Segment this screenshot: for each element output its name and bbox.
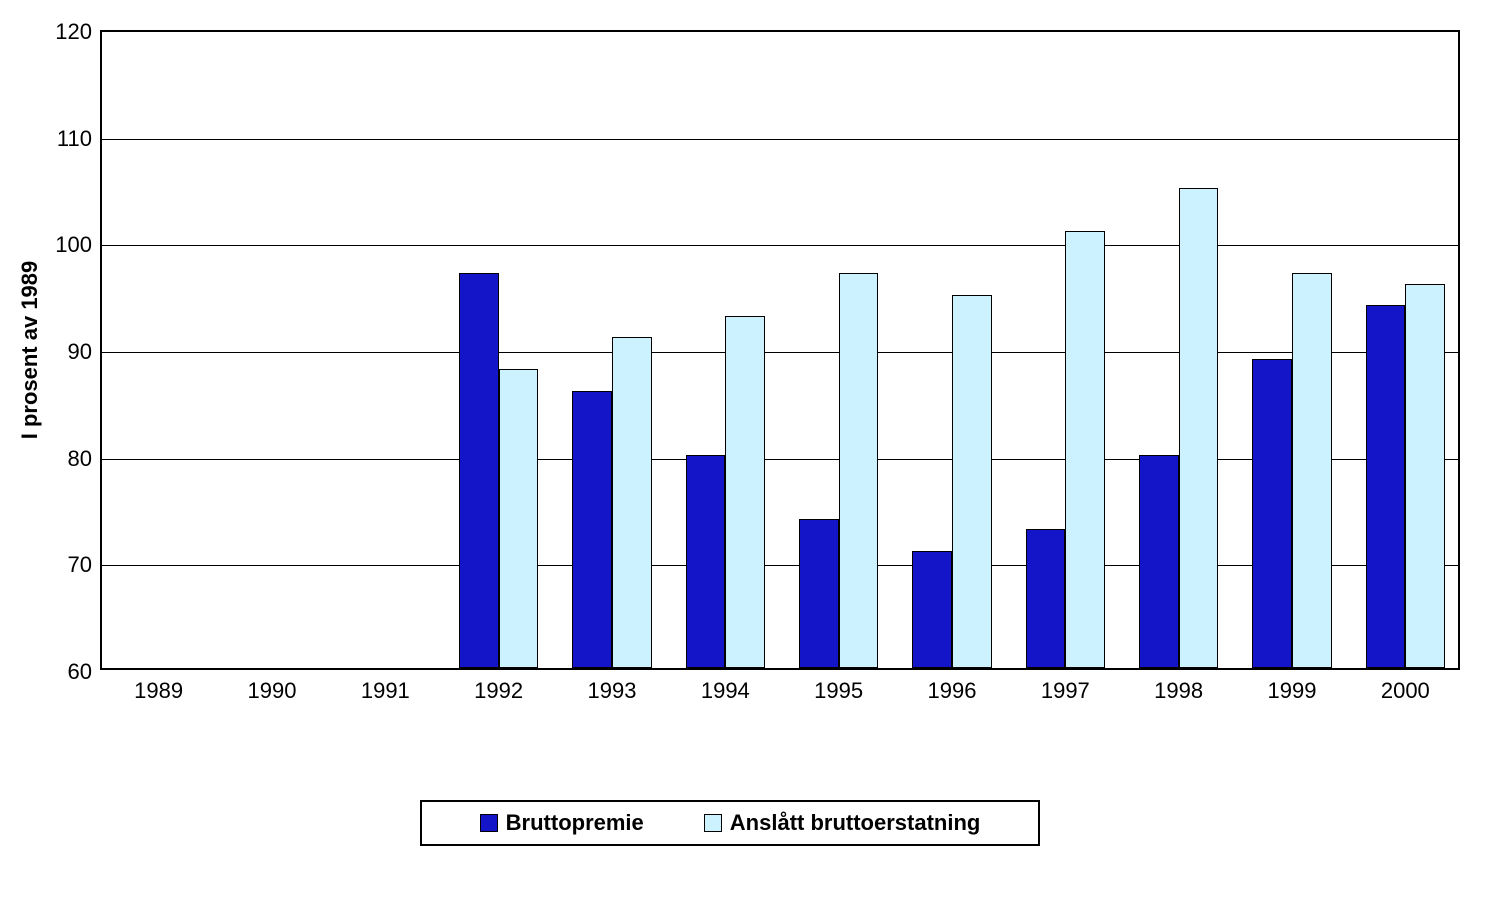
legend-item: Bruttopremie (480, 810, 644, 836)
y-tick-label: 90 (68, 339, 92, 365)
y-tick-label: 110 (57, 126, 92, 152)
y-tick-label: 70 (68, 552, 92, 578)
chart-container: 60 70 80 90 100 110 120 1989 1990 1991 1992 1993 199… (0, 0, 1508, 917)
x-tick-label: 2000 (1381, 678, 1430, 704)
bar (1292, 273, 1332, 668)
x-tick-label: 1989 (134, 678, 183, 704)
y-tick-label: 80 (68, 446, 92, 472)
x-tick-label: 1996 (928, 678, 977, 704)
bar (1065, 231, 1105, 668)
legend-label: Bruttopremie (506, 810, 644, 836)
x-tick-label: 1991 (361, 678, 410, 704)
gridline (102, 245, 1458, 246)
bar (912, 551, 952, 668)
bar (686, 455, 726, 668)
y-tick-label: 60 (68, 659, 92, 685)
bar (799, 519, 839, 668)
bar (1179, 188, 1219, 668)
bar (839, 273, 879, 668)
bar (725, 316, 765, 668)
bar (1139, 455, 1179, 668)
x-tick-label: 1999 (1268, 678, 1317, 704)
bar (459, 273, 499, 668)
legend-label: Anslått bruttoerstatning (730, 810, 981, 836)
legend: Bruttopremie Anslått bruttoerstatning (420, 800, 1040, 846)
bar (952, 295, 992, 668)
x-tick-label: 1994 (701, 678, 750, 704)
bar (612, 337, 652, 668)
y-axis-label: I prosent av 1989 (17, 261, 43, 440)
x-tick-label: 1995 (814, 678, 863, 704)
x-tick-label: 1998 (1154, 678, 1203, 704)
bar (1252, 359, 1292, 668)
x-tick-label: 1993 (588, 678, 637, 704)
legend-swatch (480, 814, 498, 832)
bar (499, 369, 539, 668)
gridline (102, 139, 1458, 140)
x-tick-label: 1990 (248, 678, 297, 704)
legend-swatch (704, 814, 722, 832)
y-tick-label: 100 (55, 232, 92, 258)
bar (572, 391, 612, 668)
x-tick-label: 1997 (1041, 678, 1090, 704)
bar (1026, 529, 1066, 668)
legend-item: Anslått bruttoerstatning (704, 810, 981, 836)
plot-area: 6070809010011012019891990199119921993199… (100, 30, 1460, 670)
y-tick-label: 120 (55, 19, 92, 45)
x-tick-label: 1992 (474, 678, 523, 704)
bar (1366, 305, 1406, 668)
bar (1405, 284, 1445, 668)
gridline (102, 352, 1458, 353)
